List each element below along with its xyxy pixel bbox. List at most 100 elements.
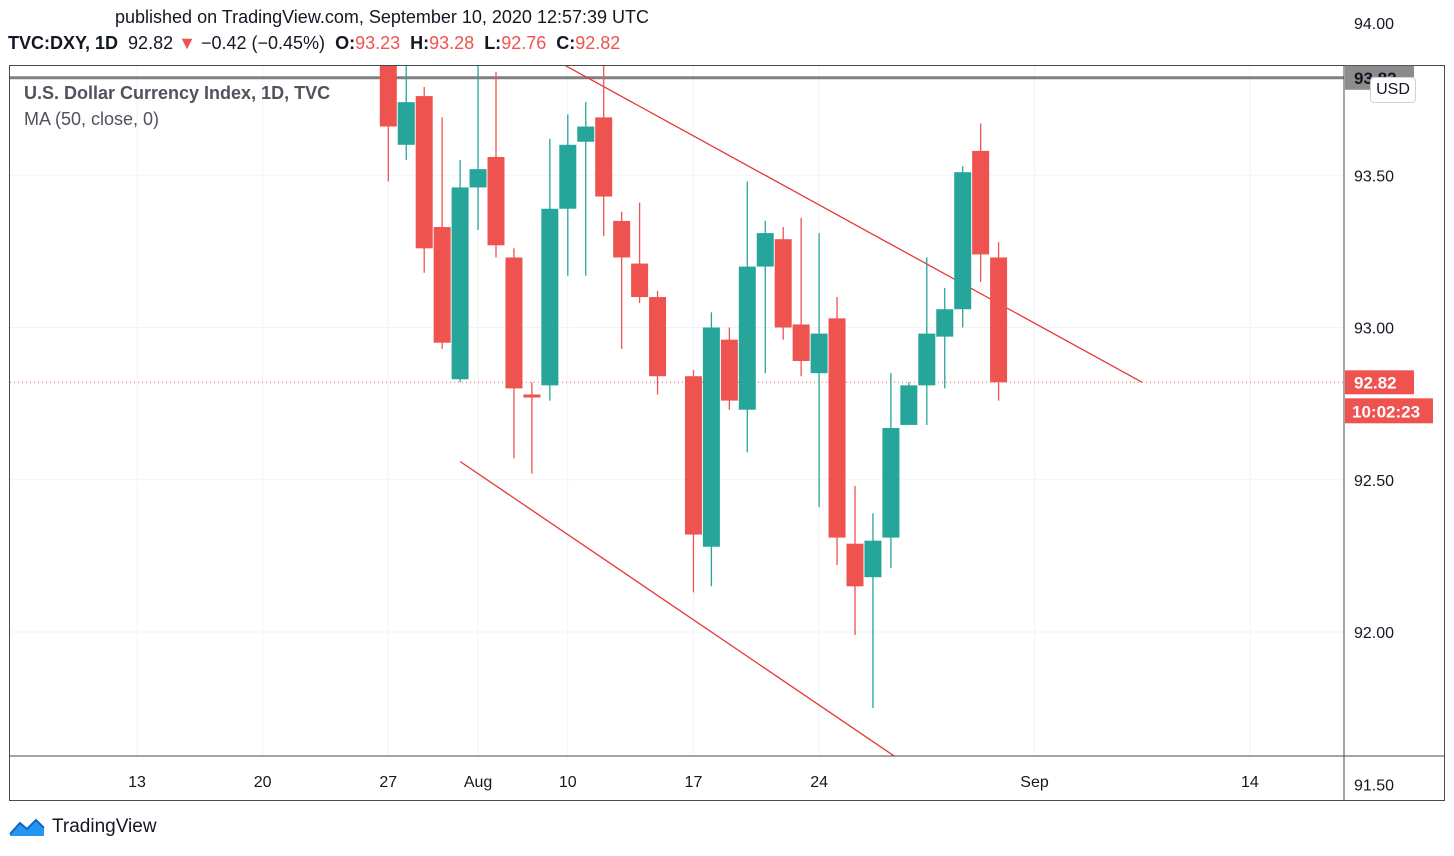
x-tick-label: 24	[810, 774, 828, 791]
candle-body	[972, 150, 990, 255]
y-tick-label: 91.50	[1354, 777, 1394, 794]
moving-average-line	[317, 0, 694, 20]
candle-up	[702, 312, 720, 587]
candle-up	[954, 166, 972, 328]
x-tick-label: 27	[379, 774, 397, 791]
trendline	[459, 460, 896, 756]
candle-body	[954, 172, 972, 310]
low-value: 92.76	[501, 33, 547, 53]
candle-body	[613, 220, 631, 258]
candle-down	[684, 370, 702, 593]
candle-body	[792, 324, 810, 361]
candle-body	[864, 540, 882, 578]
current-price-label: 92.82	[1354, 373, 1397, 392]
brand-label: TradingView	[52, 816, 157, 837]
candle-body	[649, 297, 667, 377]
currency-button[interactable]: USD	[1370, 77, 1416, 103]
open-label: O:	[335, 33, 356, 53]
candle-body	[702, 327, 720, 547]
candle-body	[828, 318, 846, 538]
candle-down	[828, 297, 846, 566]
ohlc-header: TVC:DXY, 1D 92.82 ▼ −0.42 (−0.45%) O:93.…	[8, 33, 620, 54]
plot-area	[10, 0, 1344, 756]
candle-body	[900, 385, 918, 425]
y-tick-label: 92.00	[1354, 625, 1394, 642]
candle-up	[559, 114, 577, 276]
candle-body	[541, 208, 559, 386]
candle-up	[864, 513, 882, 709]
published-caption: published on TradingView.com, September …	[115, 7, 650, 27]
candle-up	[469, 66, 487, 231]
candle-down	[631, 202, 649, 304]
candle-down	[792, 217, 810, 377]
symbol-label: TVC:DXY, 1D	[8, 33, 119, 53]
last-price: 92.82	[128, 33, 174, 53]
legend-indicator[interactable]: MA (50, close, 0)	[24, 109, 160, 129]
candle-up	[900, 382, 918, 425]
candle-body	[810, 333, 828, 374]
candle-up	[918, 257, 936, 425]
candle-body	[559, 144, 577, 209]
candle-body	[523, 394, 541, 398]
candle-up	[541, 138, 559, 401]
candle-up	[882, 373, 900, 569]
candle-down	[487, 71, 505, 258]
current-price-tag	[1345, 370, 1414, 395]
candle-body	[415, 96, 433, 249]
price-change: −0.42 (−0.45%)	[200, 33, 326, 53]
candle-body	[990, 257, 1008, 383]
y-tick-label: 93.00	[1354, 321, 1394, 338]
tradingview-logo-icon	[9, 818, 45, 836]
countdown-label: 10:02:23	[1352, 402, 1420, 421]
chart-legend: U.S. Dollar Currency Index, 1D, TVC MA (…	[24, 80, 330, 132]
chart-frame[interactable]	[9, 65, 1445, 801]
candle-down	[649, 290, 667, 395]
candle-body	[397, 102, 415, 145]
candle-body	[756, 233, 774, 267]
candle-body	[433, 227, 451, 343]
candle-down	[379, 66, 397, 182]
y-tick-label: 94.00	[1354, 16, 1394, 33]
candle-body	[595, 117, 613, 197]
x-tick-label: Sep	[1020, 774, 1049, 791]
candle-down	[720, 327, 738, 410]
low-label: L:	[484, 33, 502, 53]
x-tick-label: 10	[559, 774, 577, 791]
candle-body	[487, 156, 505, 246]
candle-body	[684, 376, 702, 535]
candle-body	[774, 239, 792, 328]
candle-body	[720, 339, 738, 401]
candle-down	[846, 485, 864, 636]
candle-body	[577, 126, 595, 142]
candle-body	[631, 263, 649, 298]
countdown-tag	[1345, 398, 1433, 424]
candle-up	[738, 181, 756, 453]
x-tick-label: 17	[685, 774, 703, 791]
legend-title: U.S. Dollar Currency Index, 1D, TVC	[24, 83, 331, 103]
candle-body	[379, 66, 397, 127]
candle-down	[505, 248, 523, 459]
trendline	[564, 66, 1143, 383]
x-tick-label: 13	[128, 774, 146, 791]
candle-up	[577, 102, 595, 276]
close-label: C:	[556, 33, 576, 53]
candle-body	[882, 427, 900, 538]
x-tick-label: Aug	[464, 774, 492, 791]
candle-down	[774, 227, 792, 340]
y-tick-label: 93.50	[1354, 168, 1394, 185]
brand: TradingView	[8, 816, 157, 838]
high-value: 93.28	[429, 33, 475, 53]
candle-up	[756, 220, 774, 374]
candle-down	[595, 66, 613, 237]
high-label: H:	[410, 33, 430, 53]
candle-down	[433, 117, 451, 349]
candle-down	[613, 211, 631, 349]
candle-body	[451, 187, 469, 380]
candle-up	[451, 160, 469, 383]
y-tick-label: 92.50	[1354, 473, 1394, 490]
open-value: 93.23	[355, 33, 401, 53]
x-tick-label: 14	[1241, 774, 1259, 791]
candle-body	[846, 543, 864, 587]
down-arrow-icon: ▼	[178, 33, 196, 53]
